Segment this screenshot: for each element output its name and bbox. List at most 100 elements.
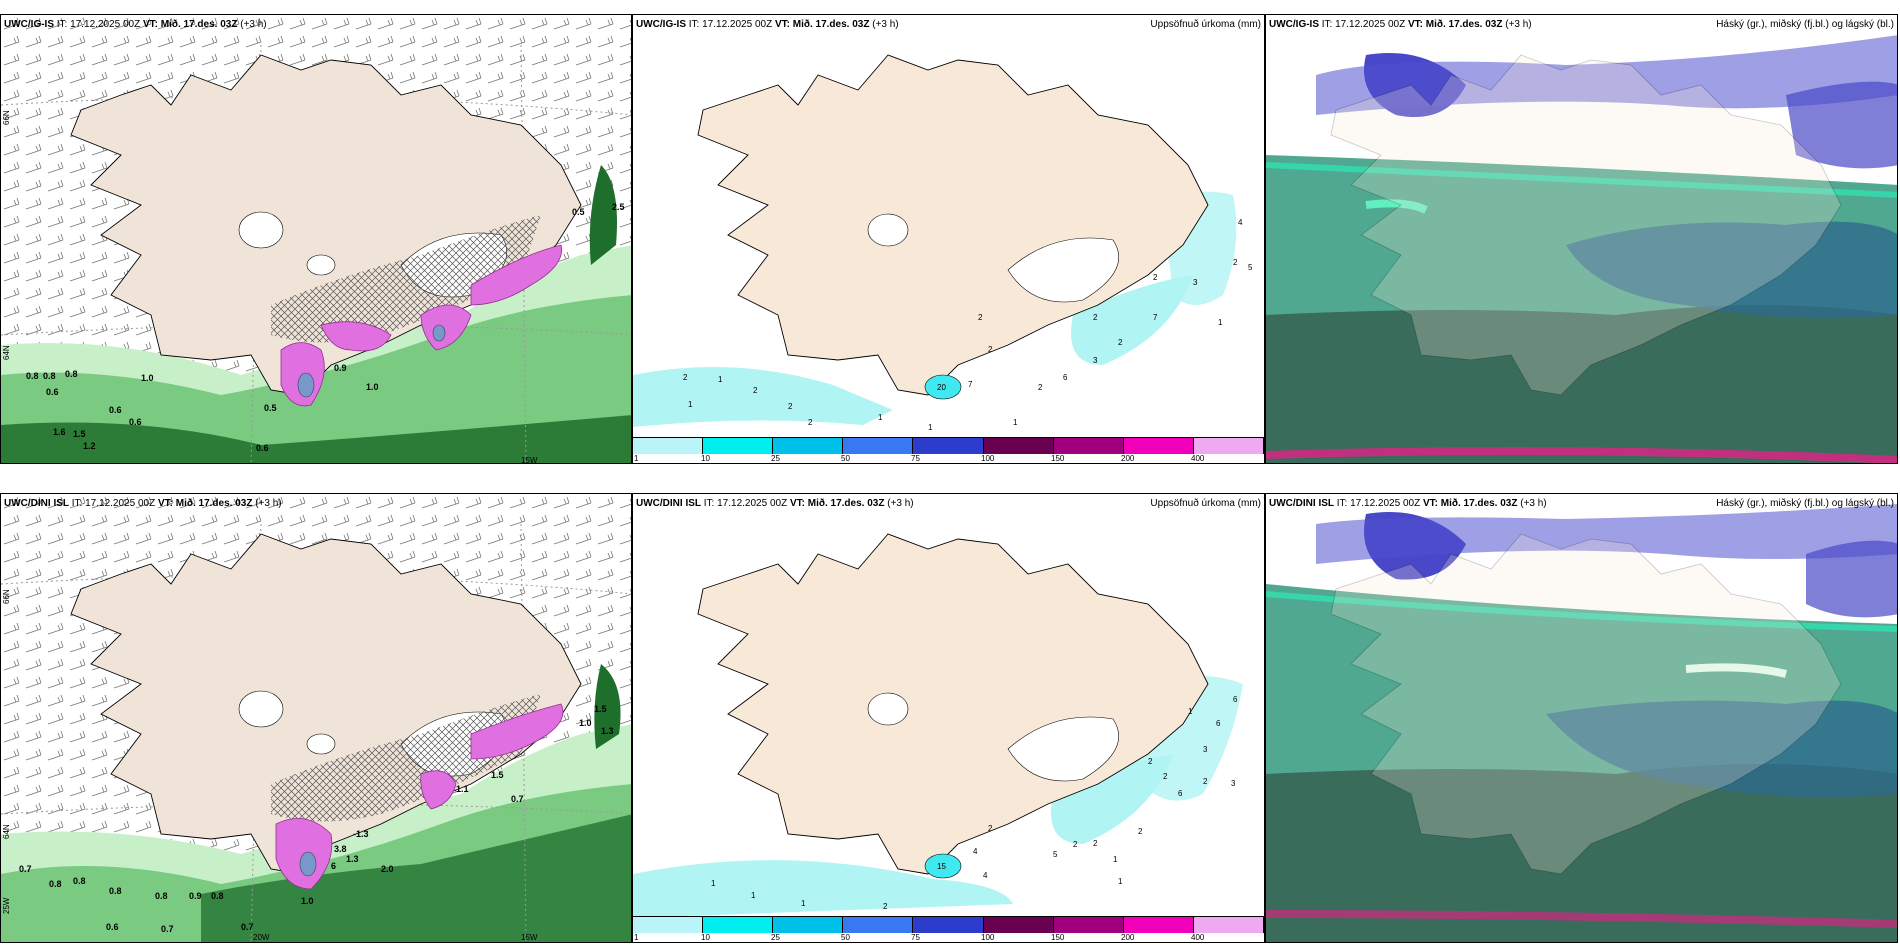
- colorbar-label: 150: [1051, 933, 1065, 942]
- lat-label: 66N: [2, 110, 11, 125]
- colorbar-label: 25: [771, 454, 780, 463]
- model-name: UWC/DINI ISL: [1269, 498, 1334, 509]
- cloud-title: Háský (gr.), miðský (fj.bl.) og lágský (…: [1716, 498, 1894, 509]
- wind-value: 1.5: [73, 429, 86, 439]
- it-label: IT:: [56, 19, 68, 30]
- vt-label: VT: Mið. 17.des. 03Z: [1422, 498, 1518, 509]
- wind-value: 0.9: [189, 891, 202, 901]
- panel-clouds-row2: UWC/DINI ISL IT: 17.12.2025 00Z VT: Mið.…: [1265, 493, 1898, 943]
- wind-value: 0.8: [73, 876, 86, 886]
- iceland-land: [697, 54, 1209, 396]
- precip-value: 2: [753, 386, 758, 395]
- precip-value: 5: [1053, 850, 1058, 859]
- cloud-title: Háský (gr.), miðský (fj.bl.) og lágský (…: [1716, 19, 1894, 30]
- it-value: 17.12.2025 00Z: [85, 498, 156, 509]
- precip-value: 15: [937, 862, 946, 871]
- precip-map: 1 1 1 2 15 4 4 2 5 2 2 1 2 1 2 2 6 2 6 3…: [633, 494, 1264, 918]
- precip-value: 2: [1073, 840, 1078, 849]
- wind-value: 1.0: [579, 718, 592, 728]
- colorbar-labels: 1 10 25 50 75 100 150 200 400: [633, 933, 1264, 942]
- precip-value: 2: [1163, 772, 1168, 781]
- precip-value: 20: [937, 383, 946, 392]
- wind-value: 1.6: [53, 427, 66, 437]
- it-label: IT:: [1336, 498, 1348, 509]
- wind-value: 0.5: [264, 403, 277, 413]
- wind-map: 0.8 0.8 0.8 1.0 0.6 0.6 0.6 1.6 1.5 1.2 …: [1, 15, 631, 463]
- colorbar-swatch: [773, 917, 844, 933]
- precip-value: 2: [788, 402, 793, 411]
- vt-label: VT: Mið. 17.des. 03Z: [774, 19, 870, 30]
- vt-label: VT: Mið. 17.des. 03Z: [142, 19, 238, 30]
- wind-value: 0.8: [109, 886, 122, 896]
- colorbar-label: 400: [1191, 933, 1205, 942]
- precip-value: 1: [718, 375, 723, 384]
- colorbar-swatch: [703, 438, 774, 454]
- wind-value: 0.8: [49, 879, 62, 889]
- wind-value: 0.6: [106, 922, 119, 932]
- colorbar-swatch: [1053, 438, 1124, 454]
- lead-time: (+3 h): [255, 498, 282, 509]
- wind-value: 1.0: [301, 896, 314, 906]
- vt-label: VT: Mið. 17.des. 03Z: [1407, 19, 1503, 30]
- wind-value: 0.7: [511, 794, 524, 804]
- vt-label: VT: Mið. 17.des. 03Z: [157, 498, 253, 509]
- colorbar-label: 100: [981, 454, 995, 463]
- it-label: IT:: [1321, 19, 1333, 30]
- precip-value: 4: [983, 871, 988, 880]
- vt-label: VT: Mið. 17.des. 03Z: [789, 498, 885, 509]
- precip-value: 3: [1231, 779, 1236, 788]
- colorbar-label: 75: [911, 933, 920, 942]
- colorbar-swatch: [1123, 438, 1194, 454]
- precip-value: 2: [1233, 258, 1238, 267]
- lat-label: 66N: [2, 589, 11, 604]
- colorbar-swatch: [913, 438, 984, 454]
- precip-value: 1: [688, 400, 693, 409]
- colorbar-swatch: [983, 438, 1054, 454]
- precip-value: 2: [1148, 757, 1153, 766]
- model-name: UWC/DINI ISL: [636, 498, 701, 509]
- it-label: IT:: [703, 498, 715, 509]
- lon-label: 25W: [2, 897, 11, 914]
- precip-colorbar: 1 10 25 50 75 100 150 200 400: [633, 437, 1264, 463]
- precip-value: 6: [1063, 373, 1068, 382]
- lead-time: (+3 h): [887, 498, 914, 509]
- wind-value: 1.2: [83, 441, 96, 451]
- precip-value: 5: [1248, 263, 1253, 272]
- wind-value: 1.0: [141, 373, 154, 383]
- colorbar-swatch: [773, 438, 844, 454]
- wind-value: 0.6: [109, 405, 122, 415]
- cloud-map: [1266, 15, 1897, 463]
- precip-value: 2: [1093, 313, 1098, 322]
- colorbar-label: 10: [701, 454, 710, 463]
- wind-value: 0.5: [572, 207, 585, 217]
- wind-value: 0.8: [211, 891, 224, 901]
- wind-value: 0.8: [65, 369, 78, 379]
- precip-value: 1: [1113, 855, 1118, 864]
- colorbar-label: 50: [841, 933, 850, 942]
- lead-time: (+3 h): [872, 19, 899, 30]
- it-value: 17.12.2025 00Z: [1350, 498, 1421, 509]
- precip-title: Uppsöfnuð úrkoma (mm): [1150, 19, 1261, 30]
- wind-value: 1.5: [594, 704, 607, 714]
- precip-value: 2: [808, 418, 813, 427]
- precip-value: 3: [1093, 356, 1098, 365]
- colorbar-swatch: [913, 917, 984, 933]
- precip-value: 6: [1178, 789, 1183, 798]
- wind-value: 0.6: [46, 387, 59, 397]
- colorbar-swatch: [1053, 917, 1124, 933]
- colorbar-swatches: [633, 437, 1264, 454]
- precip-value: 1: [1118, 877, 1123, 886]
- cloud-map: [1266, 494, 1897, 942]
- wind-value: 0.8: [26, 371, 39, 381]
- it-value: 17.12.2025 00Z: [717, 498, 788, 509]
- precip-value: 2: [1038, 383, 1043, 392]
- colorbar-swatch: [1193, 438, 1264, 454]
- model-name: UWC/IG-IS: [636, 19, 686, 30]
- model-name: UWC/IG-IS: [1269, 19, 1319, 30]
- precip-value: 3: [1203, 745, 1208, 754]
- wind-value: 1.3: [601, 726, 614, 736]
- it-value: 17.12.2025 00Z: [70, 19, 141, 30]
- wind-map: 0.7 0.8 0.8 0.8 0.8 0.9 0.8 0.6 0.7 0.7 …: [1, 494, 631, 942]
- panel-header: UWC/IG-IS IT: 17.12.2025 00Z VT: Mið. 17…: [4, 19, 267, 30]
- colorbar-label: 200: [1121, 933, 1135, 942]
